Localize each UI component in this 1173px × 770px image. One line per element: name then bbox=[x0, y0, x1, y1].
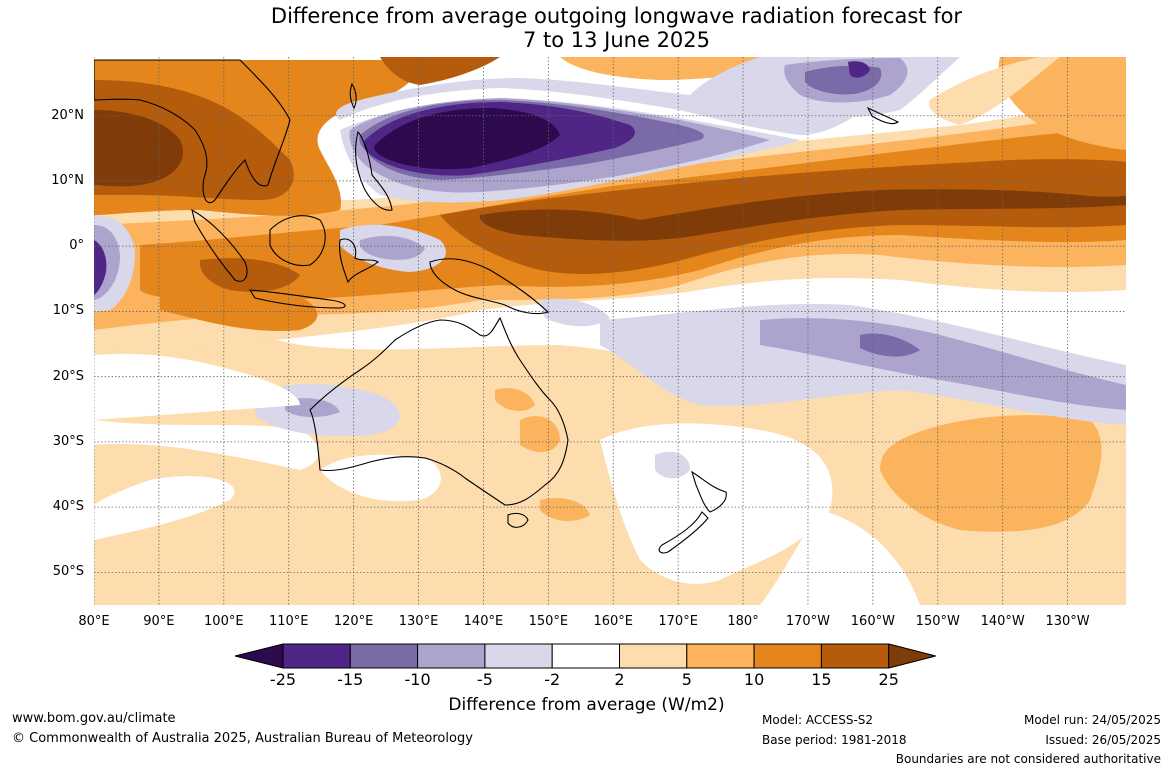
colorbar-segment bbox=[349, 643, 419, 669]
latitude-label: 50°S bbox=[52, 564, 84, 580]
longitude-label: 170°W bbox=[785, 614, 831, 629]
footer-base-period: Base period: 1981-2018 bbox=[762, 733, 907, 747]
anomaly-region-negative-light-tasman bbox=[655, 451, 690, 479]
colorbar-segment bbox=[417, 643, 486, 669]
colorbar-tick-label: -15 bbox=[337, 670, 364, 689]
colorbar-tick-label: -25 bbox=[269, 670, 297, 689]
coastline-hawaii bbox=[866, 106, 900, 125]
coastline-taiwan bbox=[349, 82, 357, 110]
longitude-label: 150°W bbox=[915, 614, 960, 629]
coastline-new-zealand-south bbox=[658, 511, 709, 554]
colorbar-segment bbox=[686, 643, 755, 669]
longitude-label: 80°E bbox=[78, 614, 110, 629]
longitude-label: 130°W bbox=[1045, 614, 1090, 629]
longitude-label: 100°E bbox=[204, 614, 244, 629]
latitude-label: 10°N bbox=[51, 172, 84, 188]
colorbar-tick-label: 25 bbox=[878, 670, 899, 689]
coastline-java bbox=[248, 289, 346, 309]
colorbar-segment bbox=[619, 643, 688, 669]
coastline-new-guinea bbox=[429, 258, 550, 315]
colorbar-tick-label: -5 bbox=[476, 670, 493, 689]
footer-disclaimer: Boundaries are not considered authoritat… bbox=[895, 752, 1161, 766]
anomaly-region-neutral-australia bbox=[320, 454, 441, 502]
anomaly-region-positive-medium-aus-nw bbox=[495, 388, 535, 412]
anomaly-region-positive-medium-south bbox=[540, 498, 590, 522]
anomaly-region-positive-medium-aus-east bbox=[520, 416, 560, 452]
map-field bbox=[94, 57, 1126, 605]
anomaly-region-positive-medium-se bbox=[880, 415, 1102, 532]
coastline-tasmania bbox=[507, 512, 529, 528]
coastline-sumatra bbox=[191, 208, 248, 282]
longitude-label: 160°E bbox=[593, 614, 633, 629]
colorbar-label: Difference from average (W/m2) bbox=[448, 695, 725, 715]
colorbar-segment bbox=[484, 643, 553, 669]
colorbar bbox=[234, 643, 936, 669]
anomaly-region-neutral-south-4 bbox=[760, 510, 920, 605]
anomaly-region-neutral-indian bbox=[94, 353, 300, 420]
coastlines bbox=[94, 59, 900, 554]
colorbar-arrow-low bbox=[234, 643, 284, 669]
anomaly-region-negative-medium-indonesia bbox=[359, 235, 425, 260]
anomaly-region-negative-strong-spcz bbox=[860, 333, 920, 357]
graticule bbox=[94, 57, 1126, 605]
anomaly-region-positive-darker-north bbox=[380, 57, 500, 85]
anomaly-region-negative-deep-west bbox=[94, 240, 107, 295]
longitude-label: 120°E bbox=[333, 614, 374, 629]
longitude-label: 140°W bbox=[980, 614, 1025, 629]
anomaly-region-positive-max-equatorial bbox=[479, 189, 1126, 241]
colorbar-tick-label: 5 bbox=[681, 670, 692, 689]
title-line-1: Difference from average outgoing longwav… bbox=[270, 4, 963, 28]
latitude-label: 20°S bbox=[52, 368, 84, 384]
coastline-mainland-se-asia bbox=[94, 59, 291, 203]
olr-anomaly-map bbox=[94, 57, 1126, 605]
anomaly-region-positive-light-far-east bbox=[929, 57, 1060, 125]
colorbar-arrow-high bbox=[888, 643, 936, 669]
colorbar-tick-label: 10 bbox=[743, 670, 765, 689]
anomaly-region-neutral-south-2 bbox=[94, 476, 235, 540]
coastline-philippines bbox=[355, 130, 393, 211]
anomaly-region-negative-light-pacific-east bbox=[540, 298, 610, 327]
anomaly-region-negative-medium-spcz bbox=[760, 318, 1126, 410]
longitude-label: 90°E bbox=[143, 614, 175, 629]
colorbar-segment bbox=[820, 643, 890, 669]
colorbar-tick-label: 15 bbox=[811, 670, 832, 689]
longitude-label: 160°W bbox=[850, 614, 895, 629]
latitude-label: 20°N bbox=[51, 107, 84, 123]
longitude-label: 150°E bbox=[528, 614, 569, 629]
longitude-label: 140°E bbox=[463, 614, 504, 629]
coastline-sulawesi bbox=[339, 238, 379, 284]
anomaly-region-positive-strong-maritime bbox=[160, 284, 318, 331]
footer-model-run: Model run: 24/05/2025 bbox=[1023, 713, 1161, 727]
anomaly-region-positive-max-asia bbox=[94, 110, 184, 187]
colorbar-tick-label: 2 bbox=[614, 670, 625, 689]
coastline-borneo bbox=[269, 215, 326, 267]
longitude-label: 180° bbox=[727, 614, 759, 629]
longitude-label: 110°E bbox=[268, 614, 309, 629]
colorbar-segment bbox=[282, 643, 351, 669]
colorbar-tick-label: -10 bbox=[404, 670, 431, 689]
footer-url: www.bom.gov.au/climate bbox=[12, 711, 176, 726]
anomaly-region-neutral-south-1 bbox=[94, 420, 319, 470]
coastline-australia bbox=[309, 316, 569, 506]
footer-model: Model: ACCESS-S2 bbox=[762, 713, 874, 727]
title-line-2: 7 to 13 June 2025 bbox=[522, 28, 711, 52]
latitude-label: 40°S bbox=[52, 499, 84, 515]
anomaly-region-negative-deep-north bbox=[848, 61, 870, 78]
chart-title: Difference from average outgoing longwav… bbox=[0, 4, 1173, 52]
footer-issued: Issued: 26/05/2025 bbox=[1045, 733, 1161, 747]
longitude-label: 130°E bbox=[398, 614, 439, 629]
footer-copyright: © Commonwealth of Australia 2025, Austra… bbox=[12, 731, 473, 746]
latitude-label: 0° bbox=[69, 238, 84, 254]
coastline-new-zealand-north bbox=[691, 470, 727, 513]
colorbar-tick-label: -2 bbox=[544, 670, 561, 689]
colorbar-segment bbox=[753, 643, 822, 669]
anomaly-region-negative-max-npacific bbox=[374, 108, 560, 170]
colorbar-segment bbox=[551, 643, 621, 669]
longitude-label: 170°E bbox=[658, 614, 698, 629]
latitude-label: 10°S bbox=[52, 303, 84, 319]
latitude-label: 30°S bbox=[52, 433, 84, 449]
